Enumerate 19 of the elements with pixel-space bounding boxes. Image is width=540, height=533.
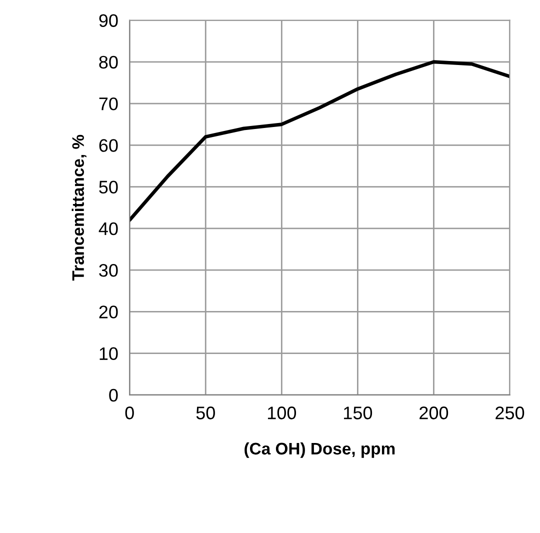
y-tick-label: 90 — [99, 14, 118, 27]
y-tick-label: 10 — [100, 347, 118, 360]
x-tick-label: 100 — [268, 406, 296, 420]
y-tick-label: 80 — [99, 56, 118, 69]
x-tick-label: 200 — [420, 406, 448, 420]
x-tick-label: 150 — [344, 406, 372, 420]
y-tick-label: 30 — [99, 264, 118, 277]
y-tick-label: 0 — [109, 388, 118, 402]
line-series — [130, 60, 510, 222]
y-tick-label: 50 — [99, 180, 118, 194]
x-axis-title: (Ca OH) Dose, ppm — [244, 442, 395, 458]
y-tick-label: 60 — [99, 139, 118, 152]
x-tick-label: 250 — [496, 406, 524, 420]
y-tick-label: 40 — [98, 222, 118, 236]
x-tick-label: 0 — [125, 406, 134, 420]
x-tick-label: 50 — [196, 406, 215, 420]
y-axis-title: Trancemittance, % — [72, 134, 86, 281]
y-tick-label: 20 — [99, 306, 118, 318]
y-tick-label: 70 — [99, 97, 118, 110]
